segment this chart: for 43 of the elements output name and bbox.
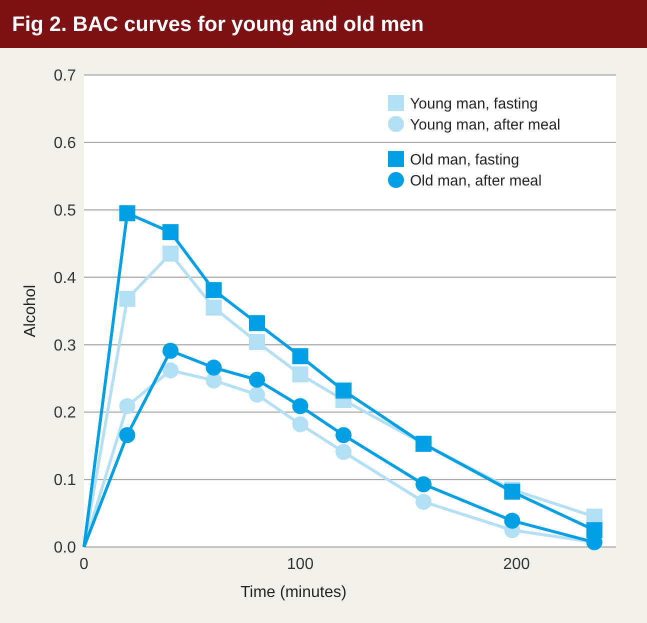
y-tick-label: 0.0 xyxy=(54,540,76,557)
y-tick-label: 0.1 xyxy=(54,472,76,490)
y-tick-label: 0.2 xyxy=(54,404,76,422)
point xyxy=(206,282,222,298)
point xyxy=(416,476,432,492)
point xyxy=(249,386,266,403)
point xyxy=(249,315,266,332)
point xyxy=(162,246,179,262)
point xyxy=(336,382,352,399)
y-tick-label: 0.4 xyxy=(54,270,76,287)
point xyxy=(292,348,308,364)
y-axis-title: Alcohol xyxy=(22,284,39,338)
point xyxy=(119,290,136,307)
y-tick-label: 0.7 xyxy=(54,68,76,85)
x-tick-label: 0 xyxy=(80,556,89,573)
y-tick-label: 0.3 xyxy=(54,337,76,354)
point xyxy=(119,398,136,414)
y-tick-label: 0.5 xyxy=(54,202,76,220)
point xyxy=(292,416,308,432)
point xyxy=(292,366,308,382)
legend-label: Young man, after meal xyxy=(410,116,560,134)
point xyxy=(206,300,222,316)
point xyxy=(119,205,136,222)
chart-title: Fig 2. BAC curves for young and old men xyxy=(12,13,424,36)
point xyxy=(119,427,136,444)
point xyxy=(416,494,432,510)
point xyxy=(292,398,308,414)
legend-label: Young man, fasting xyxy=(410,95,538,112)
point xyxy=(336,444,352,460)
point xyxy=(504,512,520,529)
point xyxy=(249,372,266,388)
legend-label: Old man, fasting xyxy=(410,151,520,168)
point xyxy=(249,334,266,350)
point xyxy=(162,362,179,378)
point xyxy=(336,427,352,444)
x-tick-label: 200 xyxy=(503,556,530,573)
point xyxy=(162,224,179,240)
x-axis-title: Time (minutes) xyxy=(240,584,347,601)
x-tick-label: 100 xyxy=(286,556,314,573)
y-tick-label: 0.6 xyxy=(54,135,76,152)
legend-label: Old man, after meal xyxy=(410,172,542,190)
point xyxy=(162,342,179,359)
point xyxy=(206,360,222,376)
